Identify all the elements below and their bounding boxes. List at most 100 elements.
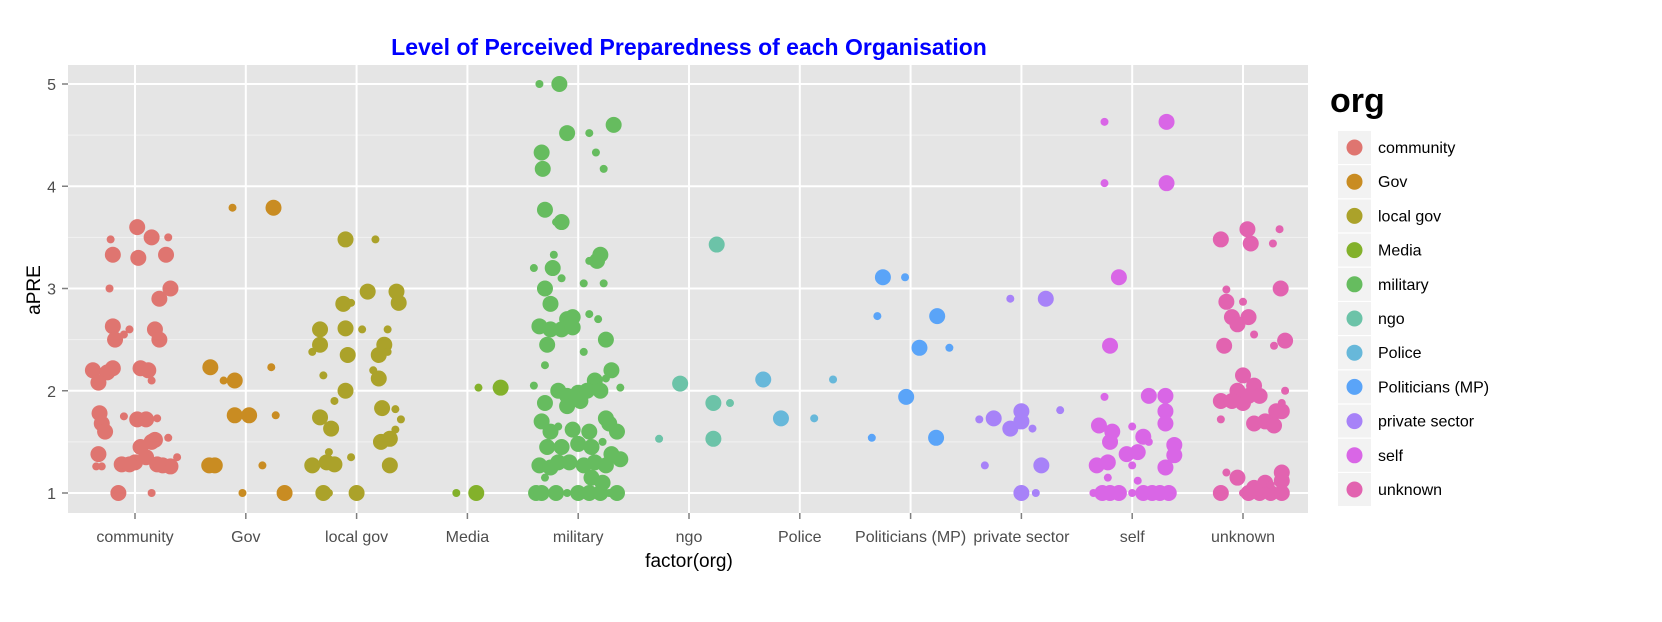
data-point — [1128, 422, 1137, 431]
data-point — [564, 421, 581, 438]
data-point — [1229, 469, 1246, 486]
legend-symbol — [1346, 276, 1363, 293]
data-point — [381, 457, 398, 474]
data-point — [585, 310, 594, 319]
data-point — [335, 295, 352, 312]
legend-symbol — [1346, 173, 1363, 190]
data-point — [597, 457, 614, 474]
data-point — [119, 412, 128, 421]
data-point — [1100, 117, 1109, 126]
data-point — [129, 219, 146, 236]
data-point — [396, 415, 405, 424]
data-point — [90, 374, 107, 391]
data-point — [132, 438, 149, 455]
data-point — [1250, 330, 1259, 339]
data-point — [551, 76, 568, 92]
legend-label: Gov — [1378, 174, 1407, 191]
data-point — [323, 420, 340, 437]
data-point — [383, 325, 392, 334]
data-point — [581, 485, 598, 501]
data-point — [550, 454, 567, 471]
data-point — [347, 453, 356, 462]
data-point — [359, 283, 376, 300]
data-point — [810, 414, 819, 423]
data-point — [583, 438, 600, 455]
x-axis-label: factor(org) — [645, 551, 733, 572]
data-point — [312, 336, 329, 353]
data-point — [1216, 337, 1233, 354]
data-point — [347, 298, 356, 307]
data-point — [1222, 285, 1231, 294]
data-point — [267, 363, 276, 372]
data-point — [107, 331, 124, 348]
data-point — [312, 321, 329, 338]
data-point — [1277, 399, 1286, 408]
data-point — [1100, 179, 1109, 188]
data-point — [553, 214, 570, 231]
data-point — [153, 414, 162, 423]
y-axis-label: aPRE — [24, 265, 45, 315]
data-point — [901, 273, 910, 282]
data-point — [605, 489, 614, 497]
data-point — [597, 331, 614, 348]
data-point — [105, 284, 114, 293]
data-point — [535, 80, 544, 88]
data-point — [549, 250, 558, 259]
data-point — [147, 376, 156, 385]
data-point — [536, 395, 553, 412]
x-tick-label: Media — [446, 529, 490, 546]
data-point — [265, 199, 282, 216]
gridlines — [68, 65, 1308, 513]
data-point — [162, 280, 179, 297]
data-point — [598, 437, 607, 446]
legend-symbol — [1346, 139, 1363, 156]
data-point — [1056, 406, 1065, 415]
data-point — [1110, 269, 1127, 286]
legend-symbol — [1346, 447, 1363, 464]
data-point — [1158, 175, 1175, 192]
x-tick-label: local gov — [325, 529, 388, 546]
legend-symbol — [1346, 481, 1363, 498]
legend-symbol — [1346, 310, 1363, 327]
data-point — [324, 448, 333, 457]
data-point — [579, 347, 588, 356]
x-tick-label: Gov — [231, 529, 260, 546]
data-point — [130, 249, 147, 266]
data-point — [92, 462, 101, 471]
data-point — [1273, 403, 1290, 420]
data-point — [829, 375, 838, 384]
data-point — [1212, 392, 1229, 409]
data-point — [374, 400, 391, 417]
x-tick-label: unknown — [1211, 529, 1275, 546]
data-point — [594, 315, 603, 324]
data-point — [591, 148, 600, 157]
data-point — [708, 236, 725, 253]
data-point — [1028, 424, 1037, 433]
legend-symbol — [1346, 207, 1363, 224]
data-point — [1158, 113, 1175, 130]
data-point — [337, 231, 354, 248]
data-point — [140, 362, 157, 379]
data-point — [151, 331, 168, 348]
data-point — [536, 280, 553, 297]
data-point — [599, 164, 608, 173]
data-point — [975, 415, 984, 424]
data-point — [539, 336, 556, 353]
y-axis: 1 2 3 4 5 — [47, 77, 68, 503]
data-point — [673, 379, 682, 388]
data-point — [1031, 489, 1040, 497]
data-point — [1273, 485, 1290, 501]
data-point — [603, 362, 620, 379]
x-tick-label: ngo — [676, 529, 703, 546]
data-point — [1110, 485, 1127, 501]
data-point — [533, 144, 550, 161]
data-point — [572, 392, 589, 409]
data-point — [1216, 415, 1225, 424]
data-point — [553, 438, 570, 455]
data-point — [873, 312, 882, 321]
data-point — [605, 116, 622, 133]
data-point — [1239, 297, 1247, 306]
data-point — [241, 407, 258, 424]
legend-label: community — [1378, 140, 1455, 157]
